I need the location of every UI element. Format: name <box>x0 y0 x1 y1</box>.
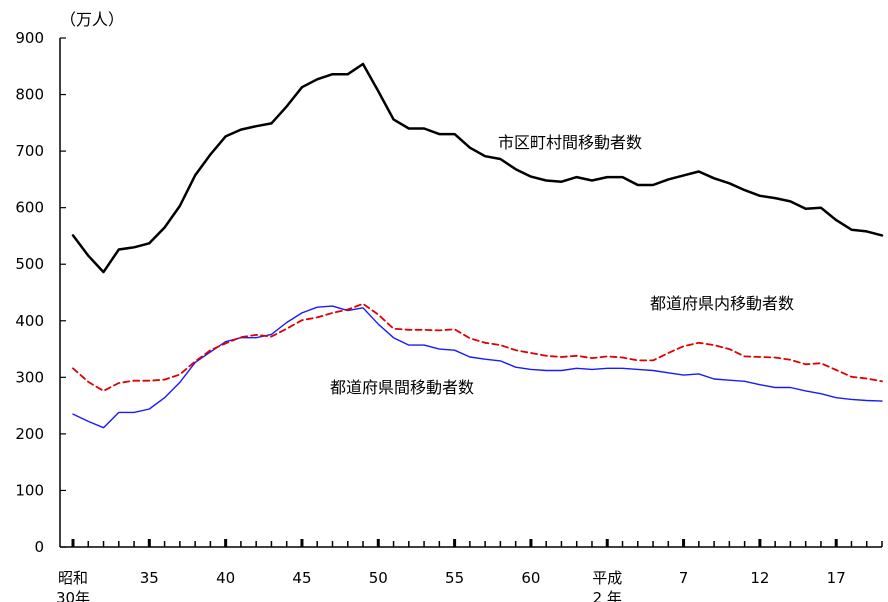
x-tick-label: 12 <box>750 569 769 587</box>
x-tick-label-line2: 30年 <box>56 589 90 602</box>
y-tick-label: 0 <box>34 538 44 556</box>
y-tick-label: 900 <box>15 29 44 47</box>
series-label-inter-prefecture: 都道府県間移動者数 <box>330 378 474 397</box>
y-tick-label: 300 <box>15 368 44 386</box>
y-tick-label: 600 <box>15 199 44 217</box>
x-tick-label: 60 <box>521 569 540 587</box>
axes: 0 100 200 300 400 500 600 700 800 900 昭和 30年 35 40 45 5… <box>15 29 883 602</box>
y-tick-label: 100 <box>15 481 44 499</box>
series-label-intra-prefecture: 都道府県内移動者数 <box>650 294 794 313</box>
x-tick-label: 17 <box>827 569 846 587</box>
x-tick-label: 35 <box>140 569 159 587</box>
x-tick-label: 平成 <box>592 569 622 587</box>
series-line-1 <box>72 302 883 392</box>
y-tick-label: 200 <box>15 425 44 443</box>
series-label-municipal: 市区町村間移動者数 <box>498 133 642 152</box>
series-line-2 <box>72 305 883 429</box>
x-tick-label-line2: 2 年 <box>593 589 622 602</box>
y-axis-unit-label: （万人） <box>60 10 124 29</box>
x-tick-label: 50 <box>369 569 388 587</box>
y-tick-label: 500 <box>15 255 44 273</box>
series-line-0 <box>71 62 884 274</box>
x-tick-label: 7 <box>679 569 689 587</box>
y-tick-label: 700 <box>15 142 44 160</box>
x-tick-label: 45 <box>292 569 311 587</box>
x-tick-label: 昭和 <box>58 569 88 587</box>
x-tick-label: 55 <box>445 569 464 587</box>
y-tick-label: 400 <box>15 312 44 330</box>
x-tick-label: 40 <box>216 569 235 587</box>
y-tick-label: 800 <box>15 86 44 104</box>
chart-text: （万人） 市区町村間移動者数 都道府県内移動者数 都道府県間移動者数 <box>60 10 794 397</box>
series-lines <box>71 62 884 429</box>
